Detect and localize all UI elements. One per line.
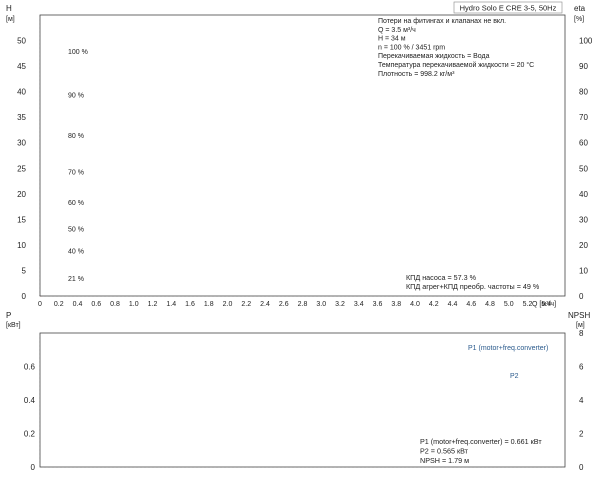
- top-x-tick-label: 1.4: [166, 301, 176, 308]
- speed-curve-label: 90 %: [68, 92, 84, 99]
- top-y-left-tick-label: 50: [17, 37, 26, 46]
- top-y-right-tick-label: 60: [579, 139, 588, 148]
- p1-legend-label: P1 (motor+freq.converter): [468, 345, 548, 352]
- top-x-tick-label: 1.2: [148, 301, 158, 308]
- info-line: Плотность = 998.2 кг/м³: [378, 71, 455, 78]
- info-line: H = 34 м: [378, 36, 406, 43]
- top-x-tick-label: 3.4: [354, 301, 364, 308]
- top-x-axis-label: Q [м³/ч]: [532, 301, 556, 308]
- top-y-right-tick-label: 50: [579, 164, 588, 173]
- top-x-tick-label: 4.6: [466, 301, 476, 308]
- top-x-tick-label: 0.2: [54, 301, 64, 308]
- info-line: n = 100 % / 3451 rpm: [378, 44, 445, 51]
- top-x-tick-label: 2.0: [223, 301, 233, 308]
- speed-curve-label: 60 %: [68, 200, 84, 207]
- info-line: Потери на фитингах и клапанах не вкл.: [378, 18, 506, 25]
- top-y-left-tick-label: 40: [17, 88, 26, 97]
- bottom-y-right-tick-label: 8: [579, 329, 584, 338]
- top-y-right-label: eta: [574, 4, 586, 13]
- top-x-tick-label: 5.2: [523, 301, 533, 308]
- title-box: [453, 1, 563, 14]
- top-y-right-tick-label: 80: [579, 88, 588, 97]
- top-x-tick-label: 2.4: [260, 301, 270, 308]
- bottom-y-right-label: NPSH: [568, 311, 590, 320]
- bottom-y-left-label: P: [6, 311, 11, 320]
- top-x-tick-label: 3.0: [316, 301, 326, 308]
- top-x-tick-label: 3.6: [373, 301, 383, 308]
- top-x-tick-label: 2.6: [279, 301, 289, 308]
- speed-curve-label: 21 %: [68, 276, 84, 283]
- chart-title: Hydro Solo E CRE 3-5, 50Hz: [460, 4, 557, 13]
- info-line: Температура перекачиваемой жидкости = 20…: [378, 61, 534, 69]
- info-line: Перекачиваемая жидкость = Вода: [378, 53, 490, 60]
- top-y-left-tick-label: 10: [17, 241, 26, 250]
- top-y-left-tick-label: 15: [17, 215, 26, 224]
- p2-legend-label: P2: [510, 373, 519, 380]
- top-plot-frame: [39, 14, 566, 297]
- info-line: Q = 3.5 м³/ч: [378, 27, 416, 34]
- top-x-tick-label: 0.4: [73, 301, 83, 308]
- bottom-y-right-unit: [м]: [576, 322, 585, 329]
- bottom-y-left-unit: [кВт]: [6, 322, 21, 329]
- power-result-line: NPSH = 1.79 м: [420, 456, 469, 465]
- top-y-right-tick-label: 10: [579, 266, 588, 275]
- top-x-tick-label: 3.8: [391, 301, 401, 308]
- top-y-left-tick-label: 25: [17, 164, 26, 173]
- speed-curve-label: 100 %: [68, 49, 88, 56]
- speed-curve-label: 80 %: [68, 133, 84, 140]
- speed-curve-label: 40 %: [68, 249, 84, 256]
- top-y-left-tick-label: 35: [17, 113, 26, 122]
- top-y-left-label: H: [6, 4, 12, 13]
- efficiency-result-line: КПД насоса = 57.3 %: [406, 273, 477, 282]
- top-x-tick-label: 3.2: [335, 301, 345, 308]
- power-result-line: P1 (motor+freq.converter) = 0.661 кВт: [420, 437, 542, 446]
- power-result-line: P2 = 0.565 кВт: [420, 447, 469, 456]
- top-y-left-tick-label: 5: [22, 266, 27, 275]
- speed-curve-label: 70 %: [68, 169, 84, 176]
- top-y-right-tick-label: 100: [579, 37, 593, 46]
- top-x-tick-label: 2.2: [241, 301, 251, 308]
- bottom-y-left-tick-label: 0: [31, 463, 36, 472]
- top-x-tick-label: 1.8: [204, 301, 214, 308]
- top-x-tick-label: 4.4: [448, 301, 458, 308]
- top-x-tick-label: 1.0: [129, 301, 139, 308]
- top-y-right-unit: [%]: [574, 16, 584, 23]
- bottom-y-right-tick-label: 0: [579, 463, 584, 472]
- bottom-y-left-tick-label: 0.6: [24, 363, 36, 372]
- top-y-right-tick-label: 70: [579, 113, 588, 122]
- top-y-left-tick-label: 30: [17, 139, 26, 148]
- bottom-plot-frame: [39, 332, 566, 468]
- top-y-right-tick-label: 20: [579, 241, 588, 250]
- top-x-tick-label: 5.4: [541, 301, 551, 308]
- top-y-left-unit: [м]: [6, 16, 15, 23]
- top-x-tick-label: 0: [38, 301, 42, 308]
- top-x-tick-label: 1.6: [185, 301, 195, 308]
- bottom-y-right-tick-label: 6: [579, 363, 584, 372]
- top-y-right-tick-label: 90: [579, 62, 588, 71]
- top-y-left-tick-label: 0: [22, 292, 27, 301]
- top-y-left-tick-label: 45: [17, 62, 26, 71]
- efficiency-result-line: КПД агрег+КПД преобр. частоты = 49 %: [406, 282, 540, 291]
- top-y-right-tick-label: 30: [579, 215, 588, 224]
- top-x-tick-label: 0.6: [91, 301, 101, 308]
- bottom-y-left-tick-label: 0.2: [24, 430, 36, 439]
- top-x-tick-label: 0.8: [110, 301, 120, 308]
- bottom-y-right-tick-label: 2: [579, 430, 584, 439]
- top-x-tick-label: 4.2: [429, 301, 439, 308]
- top-x-tick-label: 4.8: [485, 301, 495, 308]
- top-x-tick-label: 5.0: [504, 301, 514, 308]
- top-x-tick-label: 2.8: [298, 301, 308, 308]
- speed-curve-label: 50 %: [68, 227, 84, 234]
- top-y-right-tick-label: 0: [579, 292, 584, 301]
- top-x-tick-label: 4.0: [410, 301, 420, 308]
- bottom-y-right-tick-label: 4: [579, 396, 584, 405]
- top-y-left-tick-label: 20: [17, 190, 26, 199]
- top-y-right-tick-label: 40: [579, 190, 588, 199]
- bottom-y-left-tick-label: 0.4: [24, 396, 36, 405]
